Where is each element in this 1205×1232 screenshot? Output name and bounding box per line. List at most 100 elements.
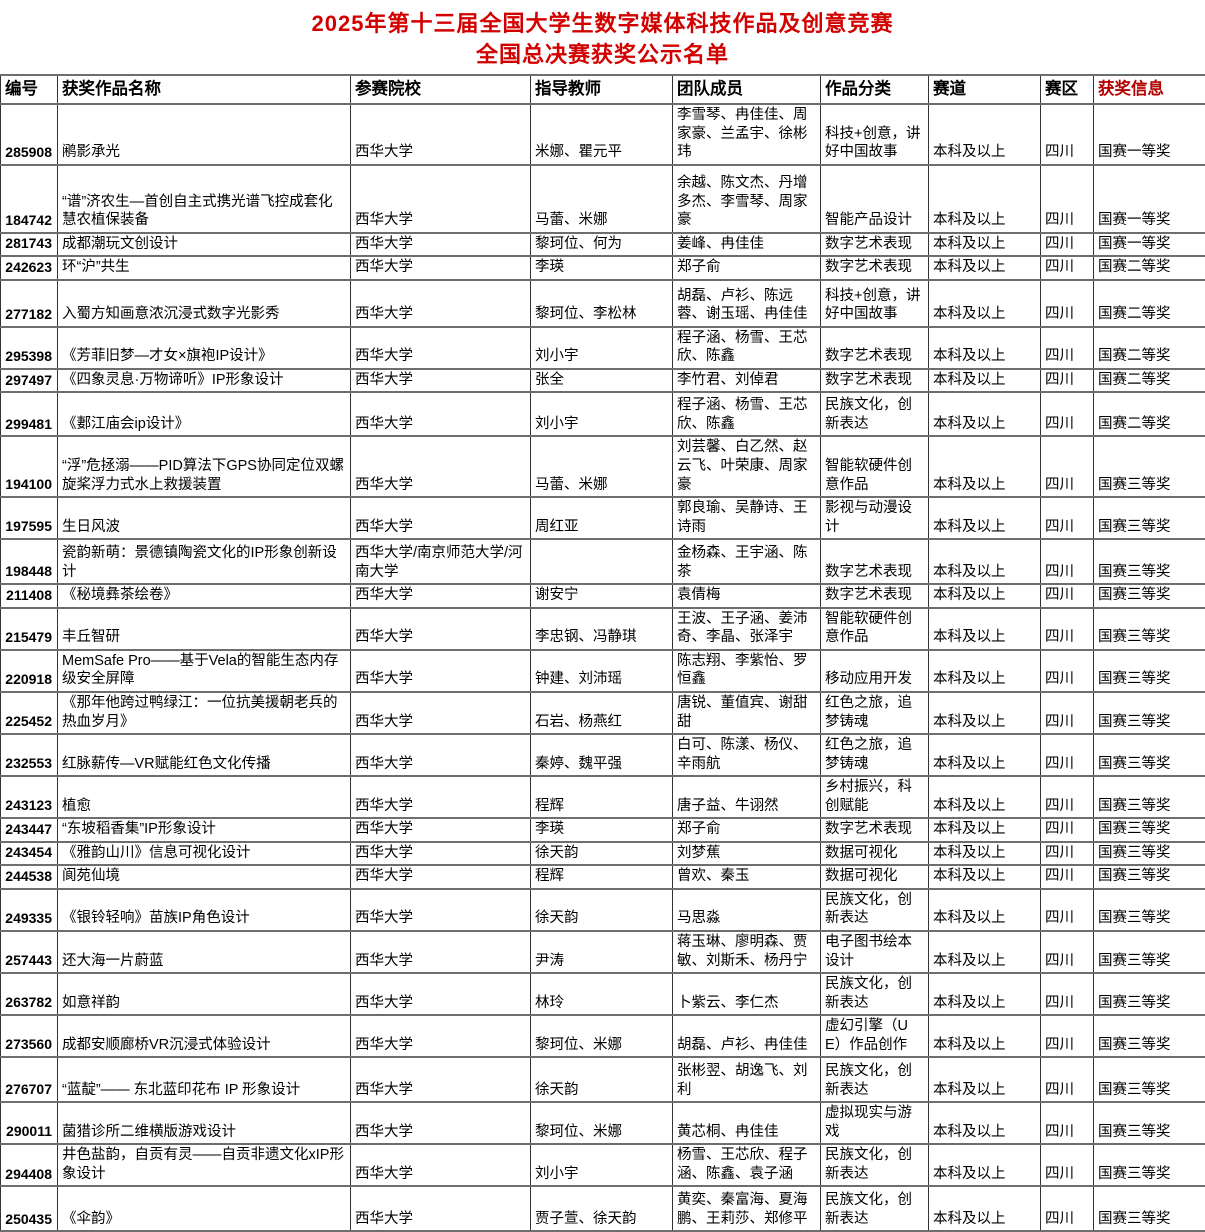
cell-school: 西华大学 bbox=[351, 233, 531, 257]
cell-track: 本科及以上 bbox=[929, 256, 1041, 280]
column-header-track: 赛道 bbox=[929, 75, 1041, 104]
cell-region: 四川 bbox=[1041, 539, 1094, 584]
cell-school: 西华大学 bbox=[351, 1015, 531, 1057]
cell-school: 西华大学 bbox=[351, 165, 531, 233]
cell-work-name: 菌猎诊所二维横版游戏设计 bbox=[58, 1102, 351, 1144]
cell-region: 四川 bbox=[1041, 1186, 1094, 1231]
cell-school: 西华大学 bbox=[351, 692, 531, 734]
cell-entry-id: 197595 bbox=[1, 497, 58, 539]
cell-team-members: 程子涵、杨雪、王芯欣、陈鑫 bbox=[673, 327, 821, 369]
cell-award: 国赛二等奖 bbox=[1094, 369, 1205, 393]
cell-region: 四川 bbox=[1041, 233, 1094, 257]
cell-teacher bbox=[531, 539, 673, 584]
cell-entry-id: 194100 bbox=[1, 436, 58, 497]
cell-category: 乡村振兴，科创赋能 bbox=[821, 776, 929, 818]
cell-region: 四川 bbox=[1041, 256, 1094, 280]
cell-category: 数字艺术表现 bbox=[821, 327, 929, 369]
cell-team-members: 黄芯桐、冉佳佳 bbox=[673, 1102, 821, 1144]
cell-track: 本科及以上 bbox=[929, 165, 1041, 233]
cell-team-members: 胡磊、卢衫、陈远蓉、谢玉瑶、冉佳佳 bbox=[673, 280, 821, 327]
cell-award: 国赛三等奖 bbox=[1094, 436, 1205, 497]
cell-region: 四川 bbox=[1041, 584, 1094, 608]
cell-entry-id: 232553 bbox=[1, 734, 58, 776]
column-header-region: 赛区 bbox=[1041, 75, 1094, 104]
cell-award: 国赛一等奖 bbox=[1094, 104, 1205, 165]
cell-team-members: 白可、陈漾、杨仪、辛雨航 bbox=[673, 734, 821, 776]
cell-region: 四川 bbox=[1041, 436, 1094, 497]
cell-track: 本科及以上 bbox=[929, 1186, 1041, 1231]
cell-track: 本科及以上 bbox=[929, 1057, 1041, 1102]
cell-school: 西华大学 bbox=[351, 1186, 531, 1231]
cell-team-members: 胡磊、卢衫、冉佳佳 bbox=[673, 1015, 821, 1057]
cell-school: 西华大学 bbox=[351, 776, 531, 818]
cell-work-name: “浮”危拯溺——PID算法下GPS协同定位双螺旋桨浮力式水上救援装置 bbox=[58, 436, 351, 497]
cell-award: 国赛三等奖 bbox=[1094, 865, 1205, 889]
cell-team-members: 郑子俞 bbox=[673, 818, 821, 842]
cell-entry-id: 243447 bbox=[1, 818, 58, 842]
cell-team-members: 曾欢、秦玉 bbox=[673, 865, 821, 889]
cell-award: 国赛三等奖 bbox=[1094, 842, 1205, 866]
cell-track: 本科及以上 bbox=[929, 692, 1041, 734]
cell-award: 国赛三等奖 bbox=[1094, 539, 1205, 584]
cell-school: 西华大学 bbox=[351, 392, 531, 436]
cell-teacher: 谢安宁 bbox=[531, 584, 673, 608]
cell-teacher: 黎珂位、米娜 bbox=[531, 1015, 673, 1057]
cell-teacher: 徐天韵 bbox=[531, 842, 673, 866]
cell-teacher: 石岩、杨燕红 bbox=[531, 692, 673, 734]
cell-work-name: 瓷韵新萌：景德镇陶瓷文化的IP形象创新设计 bbox=[58, 539, 351, 584]
cell-entry-id: 215479 bbox=[1, 608, 58, 650]
cell-school: 西华大学 bbox=[351, 369, 531, 393]
cell-team-members: 唐子益、牛诩然 bbox=[673, 776, 821, 818]
cell-award: 国赛三等奖 bbox=[1094, 734, 1205, 776]
cell-teacher: 张全 bbox=[531, 369, 673, 393]
cell-award: 国赛三等奖 bbox=[1094, 1057, 1205, 1102]
cell-teacher: 林玲 bbox=[531, 973, 673, 1015]
cell-school: 西华大学 bbox=[351, 734, 531, 776]
cell-teacher: 米娜、瞿元平 bbox=[531, 104, 673, 165]
cell-region: 四川 bbox=[1041, 280, 1094, 327]
cell-category: 数据可视化 bbox=[821, 865, 929, 889]
column-header-id: 编号 bbox=[1, 75, 58, 104]
cell-region: 四川 bbox=[1041, 973, 1094, 1015]
cell-category: 民族文化，创新表达 bbox=[821, 889, 929, 931]
cell-category: 影视与动漫设计 bbox=[821, 497, 929, 539]
cell-school: 西华大学 bbox=[351, 1102, 531, 1144]
cell-teacher: 程辉 bbox=[531, 865, 673, 889]
cell-category: 民族文化，创新表达 bbox=[821, 392, 929, 436]
cell-school: 西华大学 bbox=[351, 436, 531, 497]
table-row: 250435《伞韵》西华大学贾子萱、徐天韵黄奕、秦富海、夏海鹏、王莉莎、郑修平民… bbox=[1, 1186, 1205, 1231]
cell-teacher: 秦婷、魏平强 bbox=[531, 734, 673, 776]
cell-track: 本科及以上 bbox=[929, 776, 1041, 818]
cell-category: 智能产品设计 bbox=[821, 165, 929, 233]
cell-school: 西华大学 bbox=[351, 584, 531, 608]
cell-region: 四川 bbox=[1041, 776, 1094, 818]
cell-school: 西华大学 bbox=[351, 818, 531, 842]
cell-entry-id: 290011 bbox=[1, 1102, 58, 1144]
cell-track: 本科及以上 bbox=[929, 539, 1041, 584]
cell-team-members: 姜峰、冉佳佳 bbox=[673, 233, 821, 257]
cell-work-name: 红脉薪传—VR赋能红色文化传播 bbox=[58, 734, 351, 776]
cell-work-name: 《雅韵山川》信息可视化设计 bbox=[58, 842, 351, 866]
table-row: 297497《四象灵息·万物谛听》IP形象设计西华大学张全李竹君、刘倬君数字艺术… bbox=[1, 369, 1205, 393]
cell-award: 国赛一等奖 bbox=[1094, 233, 1205, 257]
table-row: 225452《那年他跨过鸭绿江：一位抗美援朝老兵的热血岁月》西华大学石岩、杨燕红… bbox=[1, 692, 1205, 734]
cell-school: 西华大学 bbox=[351, 1144, 531, 1186]
cell-entry-id: 243123 bbox=[1, 776, 58, 818]
cell-region: 四川 bbox=[1041, 692, 1094, 734]
cell-award: 国赛三等奖 bbox=[1094, 931, 1205, 973]
cell-award: 国赛二等奖 bbox=[1094, 280, 1205, 327]
cell-category: 数据可视化 bbox=[821, 842, 929, 866]
cell-track: 本科及以上 bbox=[929, 608, 1041, 650]
cell-track: 本科及以上 bbox=[929, 650, 1041, 692]
cell-teacher: 刘小宇 bbox=[531, 327, 673, 369]
cell-track: 本科及以上 bbox=[929, 392, 1041, 436]
cell-entry-id: 184742 bbox=[1, 165, 58, 233]
cell-work-name: 《伞韵》 bbox=[58, 1186, 351, 1231]
cell-entry-id: 249335 bbox=[1, 889, 58, 931]
